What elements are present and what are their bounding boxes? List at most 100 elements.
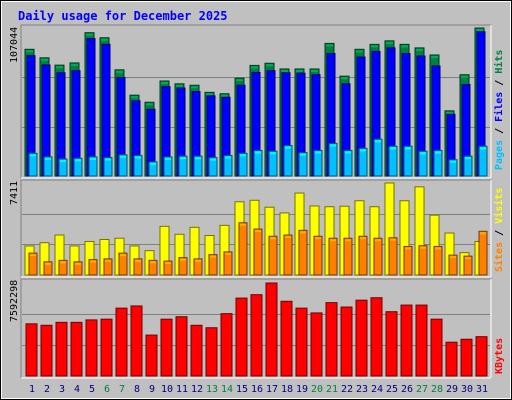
bar-pages-day-21 bbox=[328, 142, 338, 177]
bar-sites-day-3 bbox=[58, 259, 68, 276]
bar-pages-day-23 bbox=[358, 147, 368, 177]
bar-pages-day-1 bbox=[28, 152, 38, 177]
bar-kbytes-day-2 bbox=[40, 324, 53, 377]
bar-sites-day-26 bbox=[403, 245, 413, 276]
bar-kbytes-day-17 bbox=[265, 282, 278, 377]
bar-kbytes-day-12 bbox=[190, 324, 203, 377]
bar-sites-day-7 bbox=[118, 252, 128, 276]
bar-pages-day-28 bbox=[433, 150, 443, 177]
bar-pages-day-24 bbox=[373, 138, 383, 177]
bar-pages-day-15 bbox=[238, 152, 248, 177]
bar-pages-day-5 bbox=[88, 156, 98, 177]
legend-files: Files bbox=[493, 92, 505, 122]
legend: Sites / Visits bbox=[493, 188, 505, 272]
bar-kbytes-day-18 bbox=[280, 300, 293, 377]
x-tick-label: 15 bbox=[236, 384, 248, 395]
x-tick-label: 11 bbox=[176, 384, 188, 395]
panel-hits-files-pages: 107044 Pages / Files / Hits bbox=[9, 24, 505, 179]
x-tick-label: 7 bbox=[119, 384, 125, 395]
bar-sites-day-9 bbox=[148, 259, 158, 276]
bar-kbytes-day-1 bbox=[25, 323, 38, 377]
bar-sites-day-29 bbox=[448, 254, 458, 276]
bar-kbytes-day-5 bbox=[85, 319, 98, 377]
x-tick-label: 21 bbox=[326, 384, 338, 395]
bar-kbytes-day-7 bbox=[115, 307, 128, 377]
legend: Pages / Files / Hits bbox=[493, 50, 505, 170]
bar-sites-day-17 bbox=[268, 235, 278, 276]
x-axis-labels: 1 2 3 4 5 6 7 8 9 10 11 12 13 14 15 16 17 18 19 20 21 22 23 24 2… bbox=[29, 384, 488, 395]
bar-kbytes-day-11 bbox=[175, 316, 188, 377]
x-tick-label: 23 bbox=[356, 384, 368, 395]
bar-sites-day-22 bbox=[343, 237, 353, 276]
bar-kbytes-day-30 bbox=[460, 338, 473, 377]
bar-files-day-6 bbox=[101, 43, 111, 177]
bar-sites-day-28 bbox=[433, 245, 443, 276]
x-tick-label: 9 bbox=[149, 384, 155, 395]
x-tick-label: 24 bbox=[371, 384, 383, 395]
bar-kbytes-day-31 bbox=[475, 336, 488, 377]
legend-pages: Pages bbox=[494, 140, 505, 170]
legend-kbytes: KBytes bbox=[494, 338, 505, 374]
legend-visits: Visits bbox=[493, 188, 505, 224]
bar-sites-day-12 bbox=[193, 258, 203, 276]
panel-bars bbox=[24, 182, 488, 276]
bar-sites-day-27 bbox=[418, 245, 428, 276]
x-tick-label: 28 bbox=[431, 384, 443, 395]
x-tick-label: 12 bbox=[191, 384, 203, 395]
bar-pages-day-3 bbox=[58, 158, 68, 177]
bar-kbytes-day-27 bbox=[415, 304, 428, 377]
bar-sites-day-2 bbox=[43, 261, 53, 276]
bar-pages-day-2 bbox=[43, 156, 53, 177]
bar-sites-day-6 bbox=[103, 258, 113, 276]
bar-files-day-5 bbox=[86, 38, 96, 177]
bar-pages-day-11 bbox=[178, 155, 188, 177]
bar-kbytes-day-9 bbox=[145, 334, 158, 377]
x-tick-label: 31 bbox=[476, 384, 488, 395]
panel-visits-sites: 7411 Sites / Visits bbox=[9, 179, 505, 278]
bar-sites-day-19 bbox=[298, 229, 308, 276]
bar-kbytes-day-15 bbox=[235, 297, 248, 377]
svg-text:KBytes: KBytes bbox=[494, 338, 505, 374]
x-tick-label: 20 bbox=[311, 384, 323, 395]
bar-kbytes-day-24 bbox=[370, 297, 383, 377]
bar-sites-day-16 bbox=[253, 228, 263, 276]
bar-kbytes-day-23 bbox=[355, 299, 368, 377]
bar-pages-day-22 bbox=[343, 150, 353, 177]
bar-pages-day-12 bbox=[193, 155, 203, 177]
x-tick-label: 26 bbox=[401, 384, 413, 395]
bar-sites-day-10 bbox=[163, 260, 173, 276]
bar-sites-day-23 bbox=[358, 235, 368, 276]
bar-pages-day-27 bbox=[418, 150, 428, 177]
y-max-label: 7592298 bbox=[9, 280, 20, 322]
bar-kbytes-day-29 bbox=[445, 341, 458, 377]
x-tick-label: 4 bbox=[74, 384, 80, 395]
x-tick-label: 8 bbox=[134, 384, 140, 395]
bar-kbytes-day-16 bbox=[250, 294, 263, 377]
x-tick-label: 27 bbox=[416, 384, 428, 395]
bar-pages-day-29 bbox=[448, 159, 458, 177]
x-tick-label: 30 bbox=[461, 384, 473, 395]
svg-text:Sites / Visits: Sites / Visits bbox=[493, 188, 505, 272]
x-tick-label: 16 bbox=[251, 384, 263, 395]
x-tick-label: 22 bbox=[341, 384, 353, 395]
bar-pages-day-14 bbox=[223, 154, 233, 177]
bar-sites-day-24 bbox=[373, 237, 383, 276]
bar-pages-day-19 bbox=[298, 152, 308, 177]
bar-pages-day-8 bbox=[133, 154, 143, 177]
bar-sites-day-18 bbox=[283, 234, 293, 276]
x-tick-label: 25 bbox=[386, 384, 398, 395]
bar-pages-day-6 bbox=[103, 157, 113, 177]
bar-kbytes-day-25 bbox=[385, 311, 398, 377]
bar-sites-day-8 bbox=[133, 258, 143, 276]
bar-kbytes-day-22 bbox=[340, 306, 353, 377]
panel-bars bbox=[25, 282, 488, 377]
bar-kbytes-day-19 bbox=[295, 307, 308, 377]
bar-pages-day-20 bbox=[313, 150, 323, 177]
bar-sites-day-25 bbox=[388, 237, 398, 276]
y-max-label: 7411 bbox=[9, 181, 20, 205]
svg-text:Pages / Files / Hits: Pages / Files / Hits bbox=[493, 50, 505, 170]
x-tick-label: 29 bbox=[446, 384, 458, 395]
bar-pages-day-26 bbox=[403, 145, 413, 177]
bar-pages-day-4 bbox=[73, 157, 83, 177]
bar-sites-day-21 bbox=[328, 237, 338, 276]
